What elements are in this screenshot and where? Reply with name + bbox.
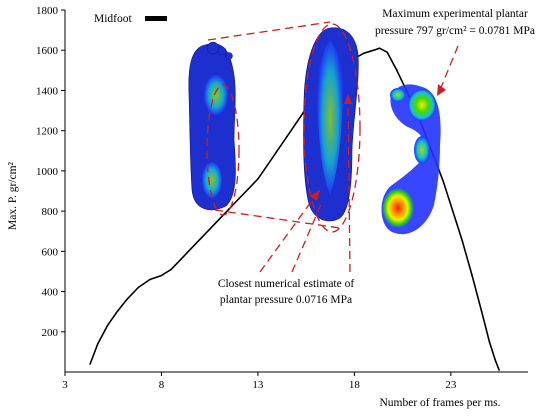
series-point xyxy=(494,359,497,361)
series-point xyxy=(237,198,240,200)
x-ticks: 3 8 13 18 23 xyxy=(62,372,457,391)
series-point xyxy=(179,258,182,261)
y-tick-label: 600 xyxy=(42,246,59,258)
series-point xyxy=(276,149,279,152)
series-point xyxy=(125,298,128,301)
series-point xyxy=(266,164,269,166)
series-line-midfoot xyxy=(89,47,500,371)
arrow-estimate-3 xyxy=(347,99,351,273)
y-tick-label: 800 xyxy=(42,206,59,218)
series-point xyxy=(106,324,109,327)
series-point xyxy=(89,363,91,365)
x-tick-label: 23 xyxy=(445,379,457,391)
legend: Midfoot xyxy=(94,13,167,25)
series-point xyxy=(247,188,250,190)
annotation-closest-estimate: Closest numerical estimate of plantar pr… xyxy=(218,278,355,306)
series-point xyxy=(160,274,163,277)
series-point xyxy=(170,268,172,271)
y-tick-label: 1400 xyxy=(36,85,59,97)
legend-label-midfoot: Midfoot xyxy=(94,13,133,25)
series-point xyxy=(378,47,381,50)
series-point xyxy=(480,310,483,313)
series-point xyxy=(396,69,398,72)
foot-mesh-full-hotspot-fore xyxy=(204,75,228,115)
y-ticks: 200 400 600 800 1000 1200 1400 1600 1800 xyxy=(36,5,65,339)
y-tick-label: 1600 xyxy=(36,45,59,57)
series-point xyxy=(372,49,375,52)
series-point xyxy=(189,248,192,251)
series-point xyxy=(208,228,211,231)
series-point xyxy=(451,210,454,212)
x-tick-label: 18 xyxy=(349,379,361,391)
series-point xyxy=(386,51,388,54)
heatmap-heel-hot xyxy=(382,188,414,228)
pressure-heatmap-image xyxy=(381,84,441,235)
callout-lines xyxy=(206,21,459,273)
callout-arrowheads xyxy=(310,84,446,201)
arrowhead-max-experimental xyxy=(437,84,446,96)
legend-swatch-midfoot xyxy=(145,16,167,21)
full-foot-midfoot-ring xyxy=(206,84,240,216)
heatmap-forefoot-hot xyxy=(408,89,436,121)
foot-mesh-full-image xyxy=(188,41,236,211)
series-point xyxy=(96,343,99,345)
arrow-estimate-1 xyxy=(259,194,317,273)
y-tick-label: 1000 xyxy=(36,166,59,178)
series-point xyxy=(257,178,259,180)
y-axis-title: Max. P. gr/cm² xyxy=(7,161,19,230)
y-tick-label: 400 xyxy=(42,287,59,299)
foot-mesh-full-hotspot-heel xyxy=(202,162,222,198)
series-point xyxy=(363,52,365,55)
heatmap-midfoot-hot xyxy=(414,136,430,164)
annotation-max-experimental: Maximum experimental plantar pressure 79… xyxy=(375,8,535,37)
y-tick-label: 200 xyxy=(42,327,59,339)
foot-mesh-full-toe-1 xyxy=(206,41,220,55)
series-point xyxy=(295,121,298,124)
series-point xyxy=(471,274,473,277)
series-point xyxy=(461,240,464,243)
annotation-closest-estimate-line-2: plantar pressure 0.0716 MPa xyxy=(220,294,352,306)
series-point xyxy=(218,218,221,220)
foot-mesh-full-toe-2 xyxy=(217,46,227,56)
x-axis-title: Number of frames per ms. xyxy=(379,397,500,409)
annotation-max-experimental-line-1: Maximum experimental plantar xyxy=(382,8,528,20)
arrow-max-experimental xyxy=(439,45,459,91)
series-point xyxy=(498,369,500,371)
series-point xyxy=(488,341,491,343)
x-tick-label: 3 xyxy=(62,379,68,391)
foot-mesh-midfoot-hotspot xyxy=(317,40,344,195)
foot-mesh-midfoot-image xyxy=(303,27,359,222)
y-tick-label: 1200 xyxy=(36,126,59,138)
series-point xyxy=(286,135,288,138)
axes xyxy=(64,10,528,373)
heatmap-toe-hot xyxy=(390,88,406,102)
y-tick-label: 1800 xyxy=(36,5,59,17)
annotation-closest-estimate-line-1: Closest numerical estimate of xyxy=(218,278,355,290)
zoom-top-connector xyxy=(207,21,331,41)
zoomed-midfoot-ring xyxy=(303,23,361,233)
series-point xyxy=(199,238,201,241)
x-tick-label: 13 xyxy=(252,379,264,391)
series-points xyxy=(89,47,500,371)
x-tick-label: 8 xyxy=(159,379,165,391)
series-point xyxy=(149,278,151,281)
foot-mesh-full-toe-3 xyxy=(225,52,233,60)
annotation-max-experimental-line-2: pressure 797 gr/cm² = 0.0781 MPa xyxy=(375,25,535,37)
series-point xyxy=(116,310,118,313)
arrowhead-estimate-3 xyxy=(344,94,352,104)
series-point xyxy=(442,180,444,182)
zoom-bottom-connector xyxy=(214,209,341,229)
series-point xyxy=(137,286,140,289)
arrowhead-estimate-1 xyxy=(310,190,320,201)
